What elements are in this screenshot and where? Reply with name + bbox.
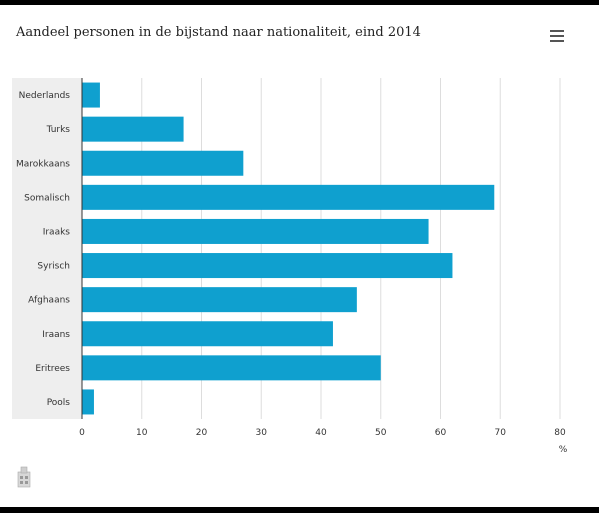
bar-somalisch <box>82 184 495 210</box>
bar-turks <box>82 116 184 142</box>
category-label: Eritrees <box>35 364 70 374</box>
x-tick-label: 60 <box>435 428 447 438</box>
x-tick-label: 10 <box>136 428 148 438</box>
x-tick-label: 70 <box>495 428 507 438</box>
bar-iraaks <box>82 218 429 244</box>
category-label: Afghaans <box>28 296 70 306</box>
x-tick-label: 40 <box>315 428 327 438</box>
category-label: Nederlands <box>19 91 71 101</box>
x-tick-label: 20 <box>196 428 208 438</box>
bar-eritrees <box>82 355 381 381</box>
chart-title: Aandeel personen in de bijstand naar nat… <box>16 25 421 40</box>
x-unit-label: % <box>559 445 568 455</box>
bar-marokkaans <box>82 150 244 176</box>
bar-pools <box>82 389 94 415</box>
category-label: Iraaks <box>43 227 71 237</box>
bar-syrisch <box>82 253 453 279</box>
category-label: Marokkaans <box>16 159 70 169</box>
bar-iraans <box>82 321 333 347</box>
category-label: Iraans <box>42 330 70 340</box>
bar-chart: Nederlands Turks Marokkaans Somalisch Iraaks… <box>12 78 568 455</box>
chart-panel: Aandeel personen in de bijstand naar nat… <box>0 5 599 507</box>
hamburger-menu-icon[interactable] <box>550 30 564 44</box>
x-tick-label: 0 <box>79 428 85 438</box>
category-label: Pools <box>47 398 71 408</box>
bar-nederlands <box>82 82 100 108</box>
x-tick-label: 50 <box>375 428 387 438</box>
cbs-logo-icon <box>17 466 31 488</box>
category-label: Turks <box>46 125 71 135</box>
bar-afghaans <box>82 287 357 313</box>
x-tick-label: 80 <box>554 428 566 438</box>
x-tick-label: 30 <box>256 428 268 438</box>
category-label-band <box>12 78 82 419</box>
category-label: Somalisch <box>24 193 70 203</box>
category-label: Syrisch <box>37 262 70 272</box>
